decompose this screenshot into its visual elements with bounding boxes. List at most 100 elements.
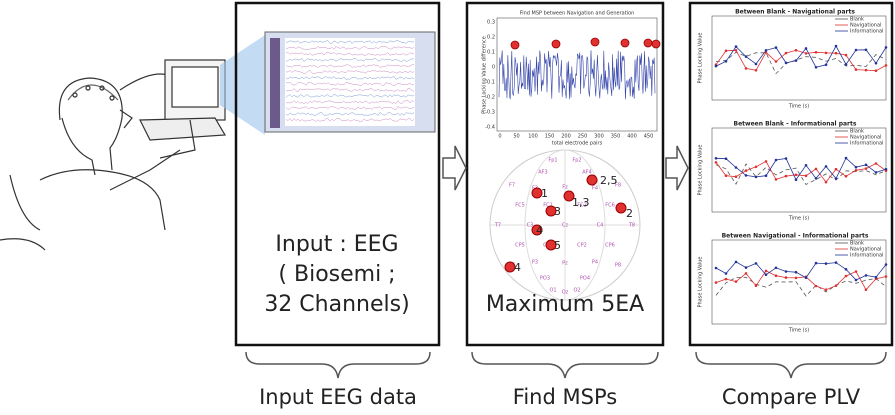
msp-marker — [504, 261, 516, 273]
electrode-label: C4 — [597, 223, 604, 229]
y-tick-label: -0.2 — [485, 95, 495, 101]
eeg-trace — [285, 94, 415, 98]
electrode-label: FC2 — [577, 203, 587, 209]
eeg-trace — [285, 46, 415, 50]
y-tick-label: 0.3 — [487, 20, 495, 26]
msp-label: 1,3 — [572, 196, 590, 209]
y-tick-label: 0 — [492, 65, 495, 71]
electrode-label: P8 — [615, 263, 621, 269]
x-tick-label: 100 — [528, 134, 538, 140]
electrode-label: AF3 — [538, 170, 547, 176]
legend-label: Blank — [850, 17, 864, 23]
eeg-trace — [285, 112, 415, 116]
legend-label: Navigational — [850, 23, 881, 29]
electrode-label: PO4 — [580, 276, 590, 282]
x-tick-label: 400 — [627, 134, 637, 140]
x-axis-label: Time (s) — [788, 328, 809, 334]
y-tick-label: -0.1 — [485, 80, 495, 86]
projection — [220, 35, 265, 135]
y-axis-label: Phase Locking Value — [698, 257, 704, 308]
plot-frame — [711, 15, 887, 101]
input-text: Input : EEG — [275, 232, 398, 257]
eeg-trace — [285, 82, 415, 86]
electrode-label: O1 — [549, 288, 556, 294]
legend-label: Blank — [850, 241, 864, 247]
electrode-label: Pz — [562, 261, 568, 267]
msp-label: 2 — [626, 207, 633, 220]
y-tick-label: -0.4 — [485, 125, 495, 131]
y-tick-label: 0.2 — [487, 35, 495, 41]
x-tick-label: 450 — [644, 134, 654, 140]
msp-label: 4 — [514, 261, 521, 274]
electrode-label: CP5 — [515, 243, 525, 249]
caption: Input EEG data — [259, 385, 417, 409]
msp-marker — [545, 205, 557, 217]
msp-label: 3 — [554, 205, 561, 218]
eeg-trace — [285, 106, 415, 110]
eeg-sidebar — [270, 38, 280, 128]
person-illustration — [0, 59, 227, 251]
electrode-label: C3 — [527, 223, 534, 229]
electrode-label: T7 — [494, 223, 501, 229]
msp-label: 4 — [536, 224, 543, 237]
msp-marker — [563, 190, 575, 202]
plv-line — [715, 276, 887, 297]
y-tick-label: -0.3 — [485, 110, 495, 116]
arrow — [665, 145, 689, 191]
legend-label: Navigational — [850, 135, 881, 141]
input-text: 32 Channels) — [264, 292, 409, 317]
legend-label: Informational — [850, 29, 883, 35]
x-tick-label: 50 — [513, 134, 519, 140]
msp-marker — [531, 224, 543, 236]
msp-label: 5 — [554, 239, 561, 252]
electrode-label: P3 — [532, 260, 538, 266]
caption: Find MSPs — [513, 385, 617, 409]
msp-marker — [545, 239, 557, 251]
electrode-label: PO3 — [540, 276, 550, 282]
plv-line — [715, 261, 887, 281]
eeg-traces — [285, 40, 415, 122]
msp-label: 2,5 — [600, 174, 618, 187]
electrode-label: O2 — [573, 288, 580, 294]
y-axis-label: Phase Locking Value difference — [482, 36, 488, 114]
electrode-label: Fz — [562, 185, 568, 191]
legend-label: Informational — [850, 253, 883, 259]
y-axis-label: Phase Locking Value — [698, 145, 704, 196]
x-tick-label: 250 — [578, 134, 588, 140]
x-tick-label: 200 — [561, 134, 571, 140]
chart-title: Find MSP between Navigation and Generati… — [520, 11, 635, 17]
msp-peak — [651, 39, 661, 49]
eeg-trace — [285, 88, 415, 92]
msp-peak — [643, 38, 653, 48]
eeg-trace — [285, 52, 415, 56]
msp-text: Maximum 5EA — [486, 292, 644, 317]
braces — [245, 351, 887, 379]
input-text: ( Biosemi ; — [278, 262, 395, 287]
electrode-map: Fp1Fp2AF3AF4F7F3FzF4F8FC5FC1FC2FC6T7C3Cz… — [494, 158, 635, 296]
msp-peak — [510, 40, 520, 50]
caption: Compare PLV — [722, 385, 861, 409]
msp-peak — [590, 37, 600, 47]
legend-label: Blank — [850, 129, 864, 135]
msp-marker — [531, 187, 543, 199]
eeg-plot — [285, 38, 415, 126]
electrode-label: F7 — [509, 183, 515, 189]
x-tick-label: 350 — [611, 134, 621, 140]
msp-peak — [551, 39, 561, 49]
x-axis-label: Time (s) — [788, 104, 809, 110]
electrode-label: Cz — [562, 223, 568, 229]
msp-marker — [615, 202, 627, 214]
electrode-label: T8 — [628, 223, 635, 229]
eeg-trace — [285, 58, 415, 62]
eeg-trace — [285, 76, 415, 80]
input-box — [234, 1, 441, 347]
plv-line — [715, 160, 887, 183]
plot-frame — [496, 17, 658, 132]
msp-chart: 0.30.20.10-0.1-0.2-0.3-0.40 50 100 150 200 25… — [485, 20, 661, 140]
plv-line — [715, 163, 887, 186]
chart-title: Between Blank - Navigational parts — [735, 9, 855, 16]
plv-line — [715, 45, 887, 68]
electrode-label: P4 — [592, 260, 598, 266]
electrode-label: F8 — [615, 183, 621, 189]
